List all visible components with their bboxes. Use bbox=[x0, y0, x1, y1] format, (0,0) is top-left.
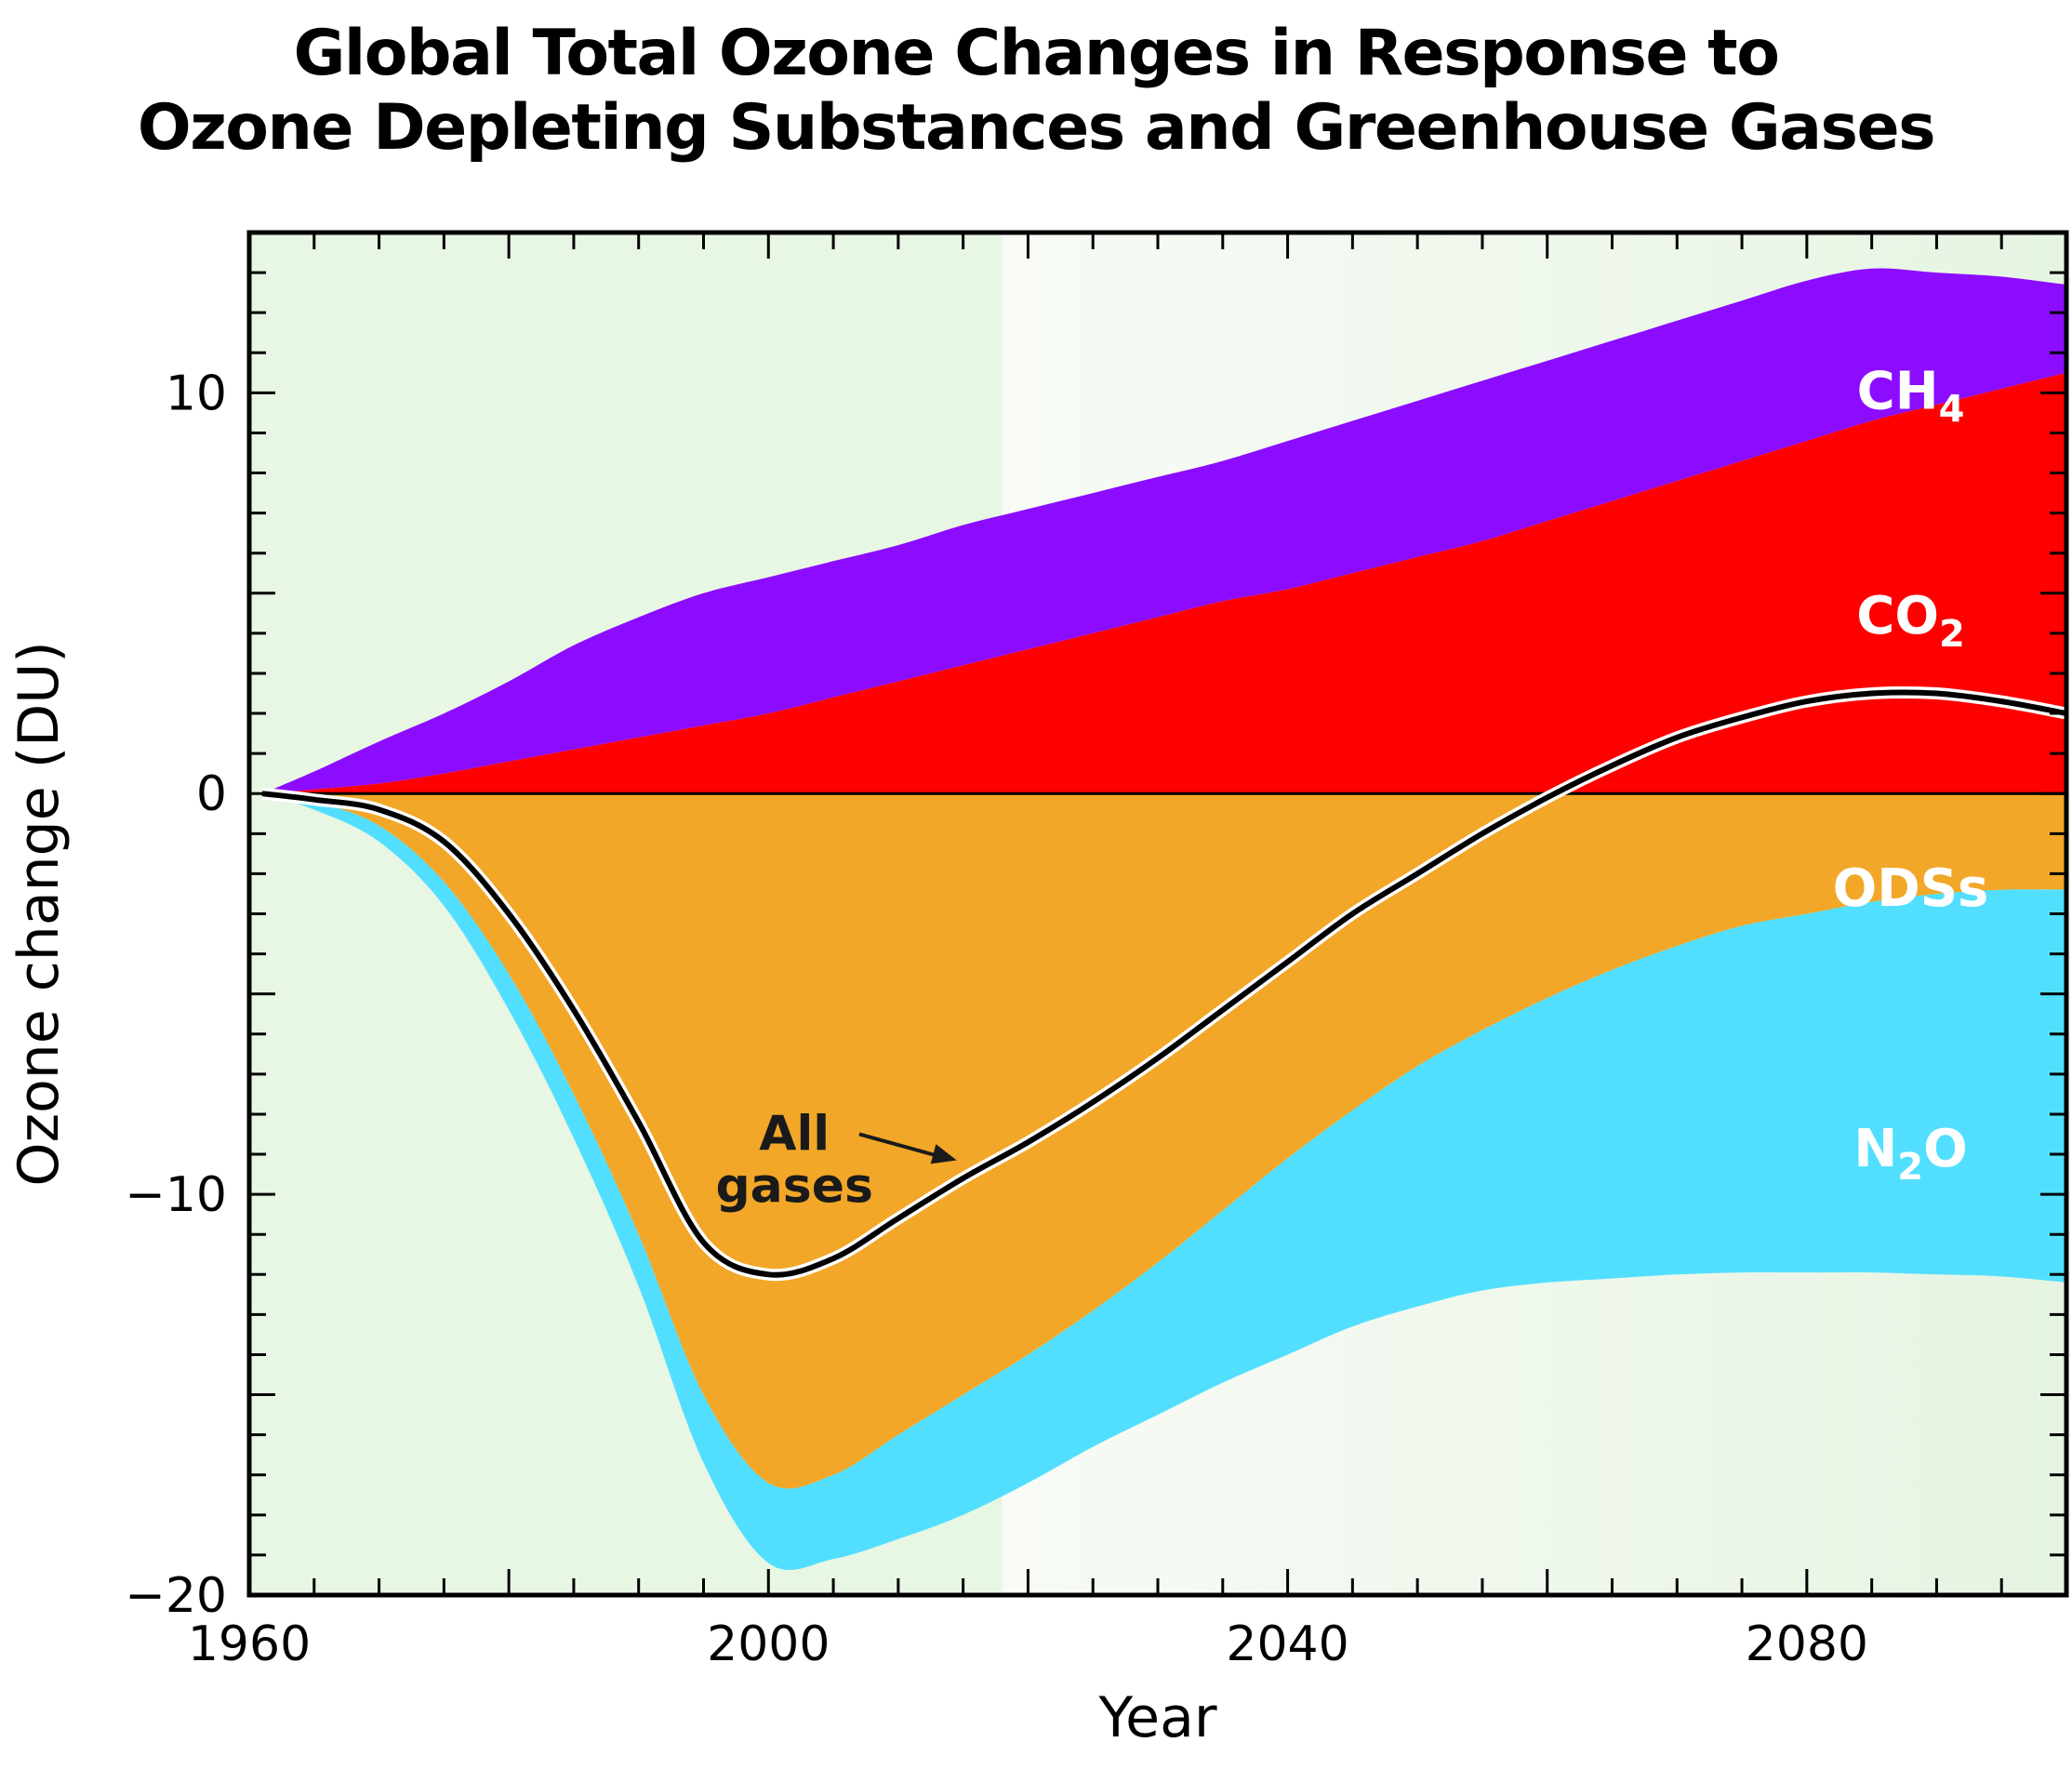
plot-frame bbox=[246, 230, 2069, 1598]
x-axis-label: Year bbox=[1097, 1685, 1216, 1750]
series-label-ch4: CH4 bbox=[1857, 362, 1965, 432]
annotation-arrow-shaft bbox=[858, 1132, 945, 1160]
x-tick-label: 2080 bbox=[1746, 1616, 1868, 1672]
series-label-n2o: N2O bbox=[1853, 1119, 1967, 1189]
chart-title: Global Total Ozone Changes in Response t… bbox=[0, 17, 2072, 165]
series-label-odss: ODSs bbox=[1833, 858, 1989, 919]
series-label-ch4-sub: 4 bbox=[1939, 389, 1965, 432]
chart-title-line-1: Global Total Ozone Changes in Response t… bbox=[293, 17, 1780, 90]
x-tick-label: 2000 bbox=[707, 1616, 830, 1672]
x-tick-label: 1960 bbox=[188, 1616, 311, 1672]
all-gases-series bbox=[261, 685, 2066, 1282]
area-co2 bbox=[262, 372, 2066, 794]
x-tick-label: 2040 bbox=[1226, 1616, 1348, 1672]
all-gases-line bbox=[261, 689, 2066, 1278]
annotation-arrow-head bbox=[930, 1144, 957, 1164]
area-series bbox=[262, 268, 2066, 1571]
series-label-co2-sub: 2 bbox=[1939, 613, 1965, 656]
annotation-arrow bbox=[858, 1132, 957, 1164]
y-tick-label: 10 bbox=[166, 366, 227, 421]
chart-title-line-2: Ozone Depleting Substances and Greenhous… bbox=[137, 90, 1936, 165]
annotation-all-gases-line-1: All bbox=[759, 1107, 830, 1163]
series-label-ch4-main: CH bbox=[1857, 362, 1939, 422]
series-label-co2: CO2 bbox=[1856, 586, 1965, 656]
y-tick-label: 0 bbox=[196, 766, 227, 822]
area-odss bbox=[262, 793, 2066, 1489]
annotation-all-gases-line-2: gases bbox=[715, 1159, 872, 1215]
y-tick-label: −10 bbox=[125, 1167, 227, 1223]
area-ch4 bbox=[262, 268, 2066, 794]
series-label-n2o-main: N bbox=[1853, 1119, 1897, 1179]
series-label-co2-main: CO bbox=[1856, 586, 1939, 646]
series-label-n2o-sub: 2 bbox=[1897, 1146, 1923, 1189]
y-tick-label: −20 bbox=[125, 1568, 227, 1624]
y-axis-label: Ozone change (DU) bbox=[7, 641, 72, 1186]
area-n2o bbox=[262, 793, 2066, 1571]
series-label-n2o-suffix: O bbox=[1923, 1119, 1968, 1179]
